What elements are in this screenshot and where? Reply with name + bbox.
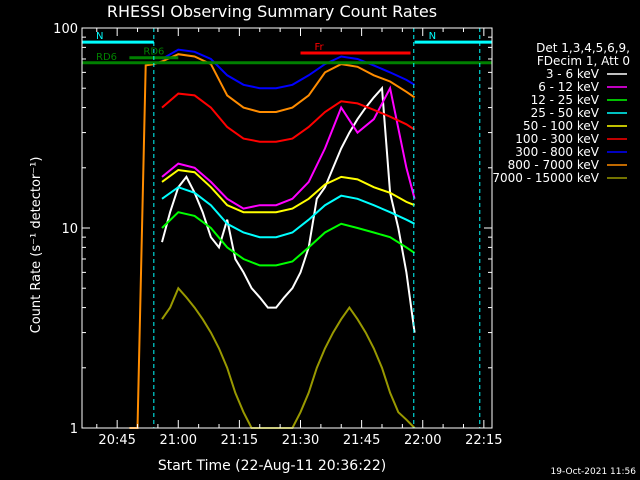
x-tick-label-6: 22:15 — [465, 433, 502, 448]
y-tick-label-0: 1 — [70, 422, 78, 437]
y-tick-label-1: 10 — [61, 222, 78, 237]
legend-label-5: 100 - 300 keV — [515, 132, 599, 146]
series-line-4 — [161, 168, 415, 214]
series-layer — [129, 48, 416, 429]
annotation-label-2: RD6 — [96, 52, 117, 63]
x-tick-label-5: 22:00 — [404, 433, 441, 448]
legend-label-7: 800 - 7000 keV — [508, 158, 600, 172]
x-tick-label-3: 21:30 — [282, 433, 319, 448]
annotation-label-4: Fr — [315, 42, 325, 53]
series-line-6 — [161, 48, 416, 90]
legend-label-4: 50 - 100 keV — [523, 119, 600, 133]
legend-header-1: FDecim 1, Att 0 — [537, 54, 630, 68]
y-tick-label-2: 100 — [53, 22, 78, 37]
legend-label-2: 12 - 25 keV — [531, 93, 600, 107]
series-line-0 — [161, 85, 416, 333]
legend-label-3: 25 - 50 keV — [531, 106, 600, 120]
axis-layer: 20:45 21:00 21:15 21:30 21:45 22:00 22:15 1 10 10… — [53, 22, 502, 448]
x-axis-label: Start Time (22-Aug-11 20:36:22) — [158, 458, 386, 474]
x-tick-label-1: 21:00 — [160, 433, 197, 448]
legend-label-6: 300 - 800 keV — [515, 145, 599, 159]
legend-label-1: 6 - 12 keV — [538, 80, 600, 94]
chart-title: RHESSI Observing Summary Count Rates — [107, 2, 437, 21]
series-line-2 — [161, 211, 416, 267]
x-tick-label-0: 20:45 — [98, 433, 135, 448]
legend-header-0: Det 1,3,4,5,6,9, — [536, 41, 630, 55]
y-axis-label: Count Rate (s⁻¹ detector⁻¹) — [29, 157, 44, 334]
x-tick-label-4: 21:45 — [343, 433, 380, 448]
series-line-1 — [161, 85, 416, 210]
x-tick-label-2: 21:15 — [221, 433, 258, 448]
legend: Det 1,3,4,5,6,9,FDecim 1, Att 03 - 6 keV… — [492, 41, 630, 185]
series-line-8 — [161, 286, 416, 429]
series-line-3 — [161, 186, 416, 239]
legend-label-8: 7000 - 15000 keV — [492, 171, 599, 185]
annotation-label-0: N — [96, 31, 103, 42]
series-line-7 — [129, 53, 416, 429]
series-line-5 — [161, 92, 416, 143]
legend-label-0: 3 - 6 keV — [546, 67, 600, 81]
timestamp-footer: 19-Oct-2021 11:56 — [551, 467, 637, 477]
plot-frame — [81, 27, 493, 429]
annotation-label-1: N — [429, 31, 436, 42]
